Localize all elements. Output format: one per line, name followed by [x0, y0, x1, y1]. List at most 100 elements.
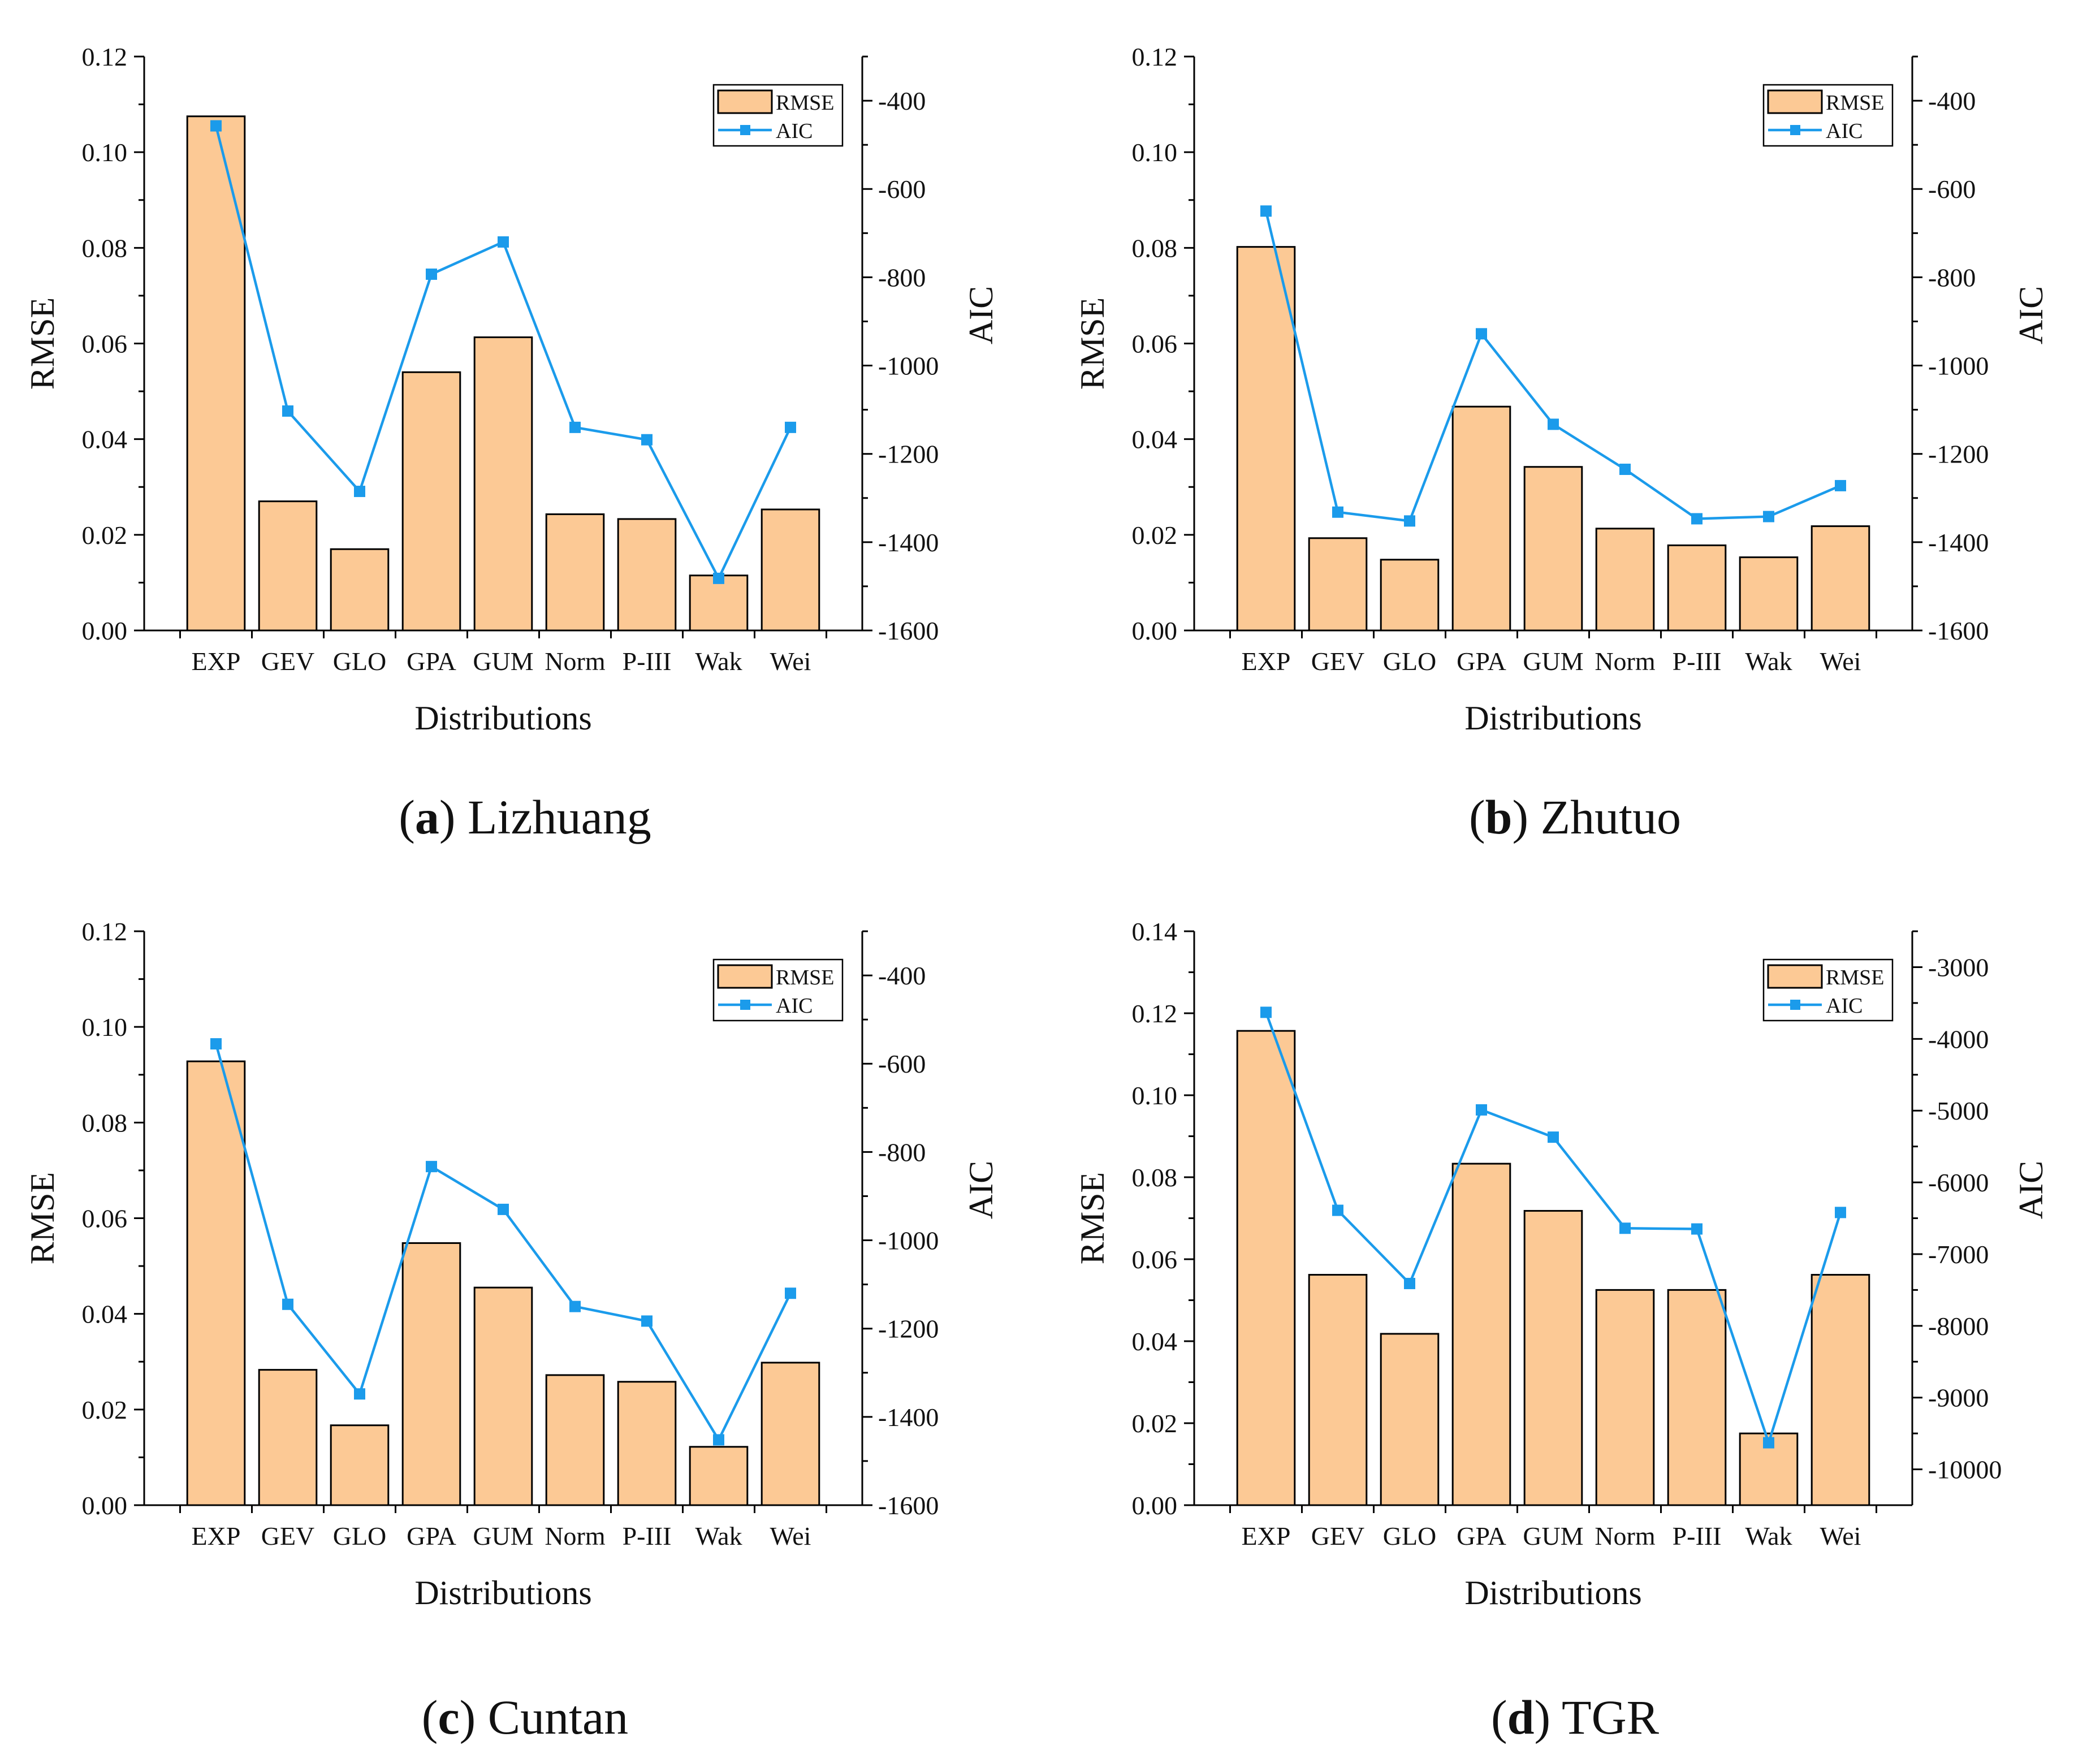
y-tick-label: 0.08 [1132, 234, 1178, 262]
bar-exp [186, 115, 246, 632]
bar-gev [258, 500, 318, 632]
x-tick-label-exp: EXP [192, 647, 241, 676]
y-tick-label: 0.12 [1132, 42, 1178, 71]
x-tick-label-norm: Norm [545, 647, 606, 676]
panel-caption-a: (a) Lizhuang [399, 790, 651, 844]
bar-norm [1595, 1289, 1655, 1506]
x-tick-label-norm: Norm [1595, 1522, 1656, 1550]
chart-panel-a: 0.00 0.02 0.04 0.06 0.08 0.10 0.12 -1600 -1400 -1… [0, 0, 1050, 875]
x-tick-label-gum: GUM [1523, 1522, 1583, 1550]
panel-title-c: Cuntan [487, 1690, 629, 1744]
bar-glo [1380, 559, 1440, 632]
x-tick-label-glo: GLO [1383, 1522, 1437, 1550]
y2-tick-label: -800 [878, 263, 926, 292]
x-tick-label-gev: GEV [261, 1522, 315, 1550]
bar-norm [545, 513, 605, 632]
x-tick-label-exp: EXP [1242, 647, 1291, 676]
x-tick-label-wei: Wei [1820, 1522, 1861, 1550]
bar-norm [545, 1374, 605, 1506]
x-tick-label-gev: GEV [261, 647, 315, 676]
y2-tick-label: -1200 [878, 1315, 939, 1343]
bar-p-iii [617, 1381, 677, 1506]
y2-tick-label: -4000 [1928, 1025, 1989, 1053]
aic-point-gum [1548, 418, 1559, 430]
y2-tick-label: -600 [878, 175, 926, 204]
x-tick-label-gev: GEV [1311, 647, 1365, 676]
y2-tick-label: -7000 [1928, 1240, 1989, 1269]
panel-title-d: TGR [1562, 1690, 1660, 1744]
panel-title-b: Zhutuo [1540, 790, 1682, 844]
bar-exp [1236, 246, 1296, 632]
x-axis-title: Distributions [414, 699, 591, 737]
y-axis-title: RMSE [1074, 1172, 1111, 1264]
y2-tick-label: -800 [1928, 263, 1976, 292]
x-tick-label-gev: GEV [1311, 1522, 1365, 1550]
y-tick-label: 0.00 [1132, 616, 1178, 645]
bar-gum [1523, 1209, 1583, 1506]
y2-tick-label: -1200 [1928, 440, 1989, 469]
aic-point-p-iii [1691, 513, 1703, 525]
y2-axis-title: AIC [962, 286, 1000, 344]
y2-tick-label: -1400 [878, 1403, 939, 1432]
x-axis-title: Distributions [1464, 699, 1641, 737]
y2-tick-label: -3000 [1928, 953, 1989, 982]
aic-point-wei [785, 421, 796, 433]
panel-caption-d: (d) TGR [1490, 1690, 1660, 1744]
aic-point-wak [713, 572, 724, 584]
aic-point-gum [498, 1203, 509, 1215]
legend-rmse-label: RMSE [1826, 966, 1884, 989]
aic-point-exp [210, 120, 222, 132]
panel-title-a: Lizhuang [468, 790, 651, 844]
aic-point-gpa [426, 268, 437, 280]
y-axis-title: RMSE [24, 1172, 61, 1264]
y2-tick-label: -1000 [1928, 352, 1989, 381]
y-tick-label: 0.08 [1132, 1163, 1178, 1192]
bar-wei [761, 508, 820, 632]
y-tick-label: 0.10 [1132, 138, 1178, 167]
bar-gum [1523, 466, 1583, 632]
legend-rmse-swatch [1767, 964, 1823, 989]
legend-rmse-swatch [717, 89, 773, 114]
x-tick-label-wak: Wak [1745, 647, 1792, 676]
chart-svg-d: 0.00 0.02 0.04 0.06 0.08 0.10 0.12 0.14 -10000 -9… [1074, 917, 2050, 1611]
aic-point-gev [1332, 506, 1343, 518]
aic-point-p-iii [641, 1315, 653, 1327]
legend-aic-label: AIC [776, 994, 813, 1018]
y-tick-label: 0.06 [82, 1204, 128, 1233]
y-tick-label: 0.12 [82, 917, 128, 946]
y2-tick-label: -8000 [1928, 1312, 1989, 1341]
y-axis-title: RMSE [1074, 297, 1111, 390]
aic-point-glo [1404, 1277, 1415, 1289]
x-tick-label-gum: GUM [473, 647, 533, 676]
y-tick-label: 0.00 [82, 616, 128, 645]
x-tick-label-glo: GLO [333, 647, 387, 676]
x-tick-label-gpa: GPA [407, 647, 456, 676]
legend-rmse-label: RMSE [776, 91, 834, 115]
y-tick-label: 0.10 [82, 1013, 128, 1042]
y-tick-label: 0.06 [82, 330, 128, 358]
bar-norm [1595, 528, 1655, 632]
bar-glo [330, 1424, 390, 1506]
bar-gpa [1451, 405, 1511, 632]
x-tick-label-wak: Wak [1745, 1522, 1792, 1550]
y2-tick-label: -600 [1928, 175, 1976, 204]
y-tick-label: 0.08 [82, 234, 128, 262]
y2-tick-label: -1400 [1928, 528, 1989, 557]
aic-point-wei [1835, 479, 1846, 491]
bar-gum [473, 336, 533, 632]
x-tick-label-glo: GLO [333, 1522, 387, 1550]
y-tick-label: 0.02 [1132, 1409, 1178, 1438]
panel-letter-c: c [438, 1690, 460, 1744]
panel-letter-a: a [414, 790, 439, 844]
x-tick-label-gum: GUM [473, 1522, 533, 1550]
bar-gpa [1451, 1163, 1511, 1506]
aic-point-exp [1260, 1006, 1272, 1018]
y2-tick-label: -1000 [878, 1226, 939, 1255]
y2-tick-label: -600 [878, 1049, 926, 1078]
x-tick-label-glo: GLO [1383, 647, 1437, 676]
aic-point-glo [1404, 515, 1415, 527]
bar-exp [1236, 1030, 1296, 1506]
y2-tick-label: -1400 [878, 528, 939, 557]
legend-aic-label: AIC [1826, 994, 1863, 1018]
legend-box [712, 958, 844, 1022]
